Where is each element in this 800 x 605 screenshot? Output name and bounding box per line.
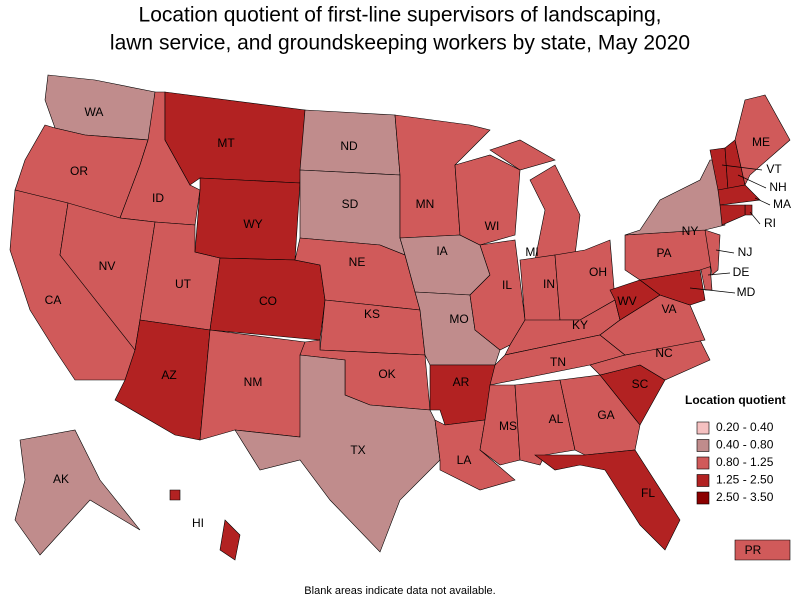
state-label: ND (340, 139, 358, 153)
leader-line (715, 249, 735, 254)
title-line: Location quotient of first-line supervis… (139, 4, 662, 27)
state-label: WA (85, 105, 104, 119)
legend-label: 0.40 - 0.80 (716, 438, 774, 452)
state-label: NE (349, 255, 366, 269)
state-label: FL (641, 486, 655, 500)
state-label: IA (436, 244, 447, 258)
state-label: NV (99, 259, 116, 273)
state-label: VA (661, 302, 676, 316)
state-label: MD (737, 285, 756, 299)
state-label: AL (549, 412, 564, 426)
legend-label: 0.20 - 0.40 (716, 420, 774, 434)
state-label: OH (589, 265, 607, 279)
state-shape (609, 279, 661, 321)
footnote: Blank areas indicate data not available. (304, 585, 495, 597)
legend-swatch (696, 439, 710, 452)
legend-label: 1.25 - 2.50 (716, 473, 774, 487)
leader-line (707, 272, 731, 276)
state-label: MN (416, 197, 435, 211)
state-label: TN (550, 355, 566, 369)
state-label: UT (175, 277, 192, 291)
state-label: MO (449, 312, 468, 326)
state-label: TX (350, 443, 365, 457)
state-shape (219, 519, 241, 561)
state-label: MS (499, 419, 517, 433)
state-label: NC (655, 346, 673, 360)
state-label: ME (752, 135, 770, 149)
state-labels: WA OR CA ID NV UT AZ MT WY CO NM ND SD NE KS OK TX MN IA MO… (45, 105, 791, 557)
state-shape (734, 539, 791, 561)
state-label: AZ (161, 368, 176, 382)
state-shape (14, 429, 141, 556)
state-label: OR (70, 164, 88, 178)
state-shape (519, 254, 561, 331)
state-label: MA (773, 197, 791, 211)
state-shape (469, 239, 526, 351)
state-label: CA (45, 293, 62, 307)
state-label: MT (217, 136, 235, 150)
state-shape (719, 204, 746, 226)
state-label: NY (682, 224, 699, 238)
leader-line (689, 287, 736, 294)
state-label: WY (243, 217, 262, 231)
state-label: AR (453, 375, 470, 389)
state-shape (454, 154, 521, 246)
state-label: WV (617, 294, 636, 308)
state-shape (164, 91, 306, 186)
state-label: LA (457, 453, 472, 467)
legend-swatch (696, 474, 710, 487)
state-label: KY (572, 318, 588, 332)
state-shape (489, 139, 556, 171)
state-label: OK (378, 367, 395, 381)
leader-line (737, 174, 767, 189)
state-label: SD (342, 197, 359, 211)
state-label: CO (259, 294, 277, 308)
state-label: PR (745, 543, 762, 557)
title-line: lawn service, and groundskeeping workers… (110, 32, 690, 55)
state-shape (169, 489, 181, 501)
state-label: KS (364, 307, 380, 321)
state-shape (234, 354, 441, 553)
leader-line (754, 197, 771, 206)
state-label: MI (525, 245, 538, 259)
legend-swatch (696, 491, 710, 505)
state-label: NM (244, 375, 263, 389)
state-label: VT (766, 162, 782, 176)
legend-label: 2.50 - 3.50 (716, 490, 774, 504)
leader-line (749, 211, 761, 225)
legend-swatch (696, 456, 710, 470)
state-label: PA (656, 246, 671, 260)
legend-swatch (696, 421, 710, 435)
state-shape (429, 364, 496, 426)
legend-label: 0.80 - 1.25 (716, 455, 774, 469)
states (9, 74, 791, 561)
state-label: IN (543, 277, 555, 291)
state-label: RI (764, 216, 776, 230)
state-label: NH (769, 180, 786, 194)
state-label: DE (733, 265, 750, 279)
state-label: AK (53, 472, 69, 486)
state-shape (704, 229, 721, 276)
state-label: HI (192, 516, 204, 530)
state-label: SC (632, 377, 649, 391)
state-label: NJ (738, 245, 753, 259)
state-shape (534, 449, 681, 551)
state-label: ID (152, 191, 164, 205)
state-label: GA (597, 408, 614, 422)
legend-title: Location quotient (685, 393, 786, 407)
leader-line (721, 164, 763, 171)
state-shape (624, 159, 726, 236)
legend: 0.20 - 0.40 0.40 - 0.80 0.80 - 1.25 1.25 - … (696, 420, 774, 505)
state-label: WI (485, 219, 500, 233)
state-label: IL (502, 278, 512, 292)
